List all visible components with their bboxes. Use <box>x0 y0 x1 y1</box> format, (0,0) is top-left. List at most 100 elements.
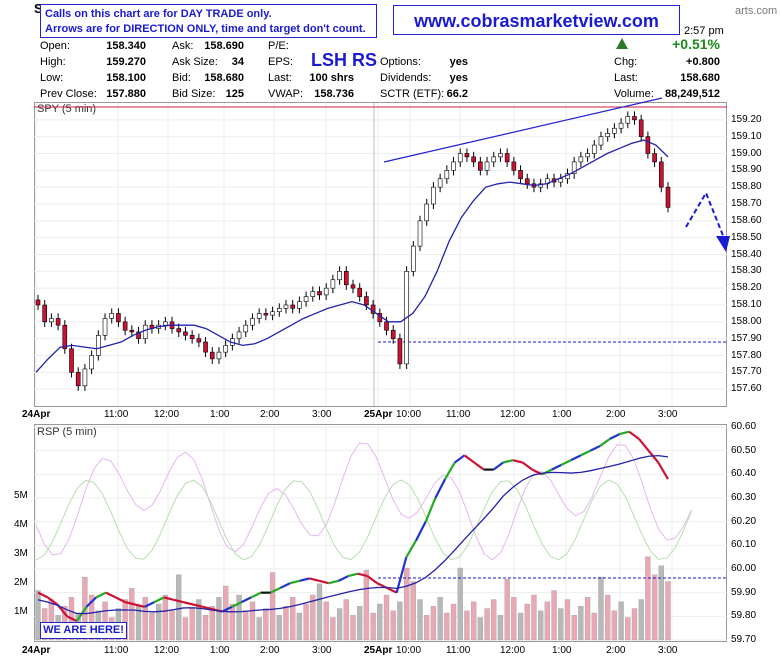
dashed-arrow <box>685 190 725 239</box>
rsp-price-segment <box>366 575 378 585</box>
volume-bar <box>269 572 276 641</box>
volume-bar <box>296 612 303 641</box>
rsp-price-segment <box>153 596 165 604</box>
candle-body <box>297 301 302 309</box>
volume-bar <box>357 606 363 641</box>
candle-body <box>451 161 456 171</box>
x-tick: 25Apr <box>364 409 393 420</box>
quote-value: 158.680 <box>204 72 244 84</box>
candle-body <box>424 203 430 222</box>
candle-body <box>491 156 497 163</box>
rsp-price-segment <box>638 438 650 452</box>
candle-body <box>598 136 604 146</box>
volume-bar <box>129 588 135 641</box>
rsp-price-segment <box>580 449 591 457</box>
candle-body <box>457 153 463 163</box>
rsp-price-segment <box>173 598 184 604</box>
candle-body <box>618 122 624 129</box>
volume-bar <box>470 601 477 641</box>
candle-body <box>236 331 242 339</box>
quote-label: Chg: <box>614 56 638 68</box>
price-y-tick: 158.70 <box>731 198 762 209</box>
candle-body <box>337 271 342 281</box>
quote-value: 125 <box>225 88 244 100</box>
rsp-price-segment <box>328 579 339 585</box>
x-tick: 3:00 <box>312 645 332 656</box>
candle-body <box>35 299 41 306</box>
upper-trendline <box>383 97 663 163</box>
candle-body <box>364 296 369 306</box>
disclaimer-note: Calls on this chart are for DAY TRADE on… <box>40 4 377 38</box>
volume-tick: 5M <box>14 490 28 501</box>
candle-body <box>638 119 644 137</box>
volume-bar <box>665 581 671 641</box>
rsp-price-segment <box>95 591 107 599</box>
volume-bar <box>645 556 651 641</box>
price-y-tick: 157.80 <box>731 349 762 361</box>
price-y-tick: 158.50 <box>731 231 762 243</box>
volume-bar <box>330 617 336 641</box>
volume-bar <box>370 612 376 641</box>
candle-body <box>96 334 101 356</box>
quote-label: Ask: <box>172 40 194 52</box>
candle-body <box>163 321 168 326</box>
volume-bar <box>263 608 269 641</box>
volume-bar <box>591 612 597 641</box>
volume-bar <box>35 590 41 641</box>
rsp-price-segment <box>250 591 262 599</box>
volume-bar <box>223 585 229 641</box>
rsp-price-segment <box>570 454 582 462</box>
moving-average-line <box>35 139 669 373</box>
x-tick: 2:00 <box>260 409 280 420</box>
candle-body <box>283 304 289 309</box>
rsp-price-segment <box>241 596 252 604</box>
candle-body <box>658 161 664 188</box>
x-tick: 1:00 <box>210 409 230 420</box>
volume-bar <box>236 594 242 641</box>
rsp-price-segment <box>357 572 368 578</box>
x-tick: 25Apr <box>364 645 393 656</box>
arrow-head-icon <box>716 236 730 252</box>
volume-tick: 3M <box>14 548 28 559</box>
candle-body <box>250 318 255 326</box>
candle-body <box>310 291 316 297</box>
symbol-label: LSH RS <box>311 50 378 70</box>
x-tick: 11:00 <box>104 645 129 656</box>
rsp-price-segment <box>560 459 572 466</box>
candle-body <box>437 178 443 188</box>
quote-value: 158.736 <box>314 88 354 100</box>
rsp-price-segment <box>134 603 145 608</box>
candle-body <box>82 368 88 387</box>
volume-bar <box>243 610 249 641</box>
x-tick: 10:00 <box>396 409 422 420</box>
rsp-price-segment <box>299 577 310 582</box>
quote-label: Low: <box>40 72 64 84</box>
candle-body <box>55 318 61 326</box>
volume-bar <box>323 601 329 641</box>
volume-bar <box>383 594 390 641</box>
rsp-price-segment <box>163 596 174 601</box>
candle-body <box>350 284 356 289</box>
volume-bar <box>517 612 524 641</box>
volume-bar <box>558 608 564 641</box>
rsp-price-segment <box>424 497 437 523</box>
volume-bar <box>564 599 571 641</box>
volume-bar <box>638 599 644 641</box>
candle-body <box>384 321 389 331</box>
candle-body <box>571 161 577 175</box>
x-tick: 2:00 <box>606 409 626 420</box>
candle-body <box>397 338 403 365</box>
note-line-1: Calls on this chart are for DAY TRADE on… <box>45 8 272 20</box>
x-tick: 1:00 <box>210 645 230 656</box>
volume-bar <box>350 615 356 641</box>
rsp-y-tick: 59.90 <box>731 586 757 598</box>
site-url[interactable]: www.cobrasmarketview.com <box>393 5 680 35</box>
volume-bar <box>477 617 483 641</box>
x-tick: 12:00 <box>154 409 180 420</box>
candle-body <box>605 133 610 137</box>
candle-body <box>276 308 282 313</box>
quote-value: 159.270 <box>106 56 146 68</box>
candle-body <box>209 351 215 360</box>
x-tick: 24Apr <box>22 409 51 420</box>
candle-body <box>558 178 564 183</box>
